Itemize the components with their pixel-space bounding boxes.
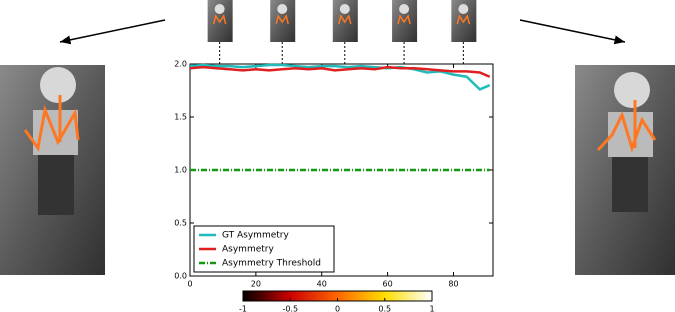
legend-label: GT Asymmetry bbox=[222, 231, 289, 241]
colorbar-tick-label: -0.5 bbox=[282, 305, 298, 312]
y-tick-label: 2.0 bbox=[174, 60, 187, 69]
thumbnail-head bbox=[458, 4, 469, 14]
thumbnail-head bbox=[214, 4, 225, 14]
legend-label: Asymmetry Threshold bbox=[222, 259, 321, 269]
thumbnail-head bbox=[277, 4, 288, 14]
thumbnail-pose bbox=[275, 14, 289, 25]
colorbar-tick-label: 0.5 bbox=[378, 305, 391, 312]
keyframe-thumbnail bbox=[332, 0, 358, 42]
keyframe-thumbnail bbox=[207, 0, 233, 42]
x-tick-label: 0 bbox=[187, 280, 192, 289]
colorbar-tick-label: 1 bbox=[429, 305, 434, 312]
legend-box bbox=[193, 225, 335, 273]
legend-label: Asymmetry bbox=[222, 245, 274, 255]
x-tick-label: 40 bbox=[317, 280, 327, 289]
thumbnail-pose bbox=[456, 14, 471, 25]
y-tick-label: 0.0 bbox=[174, 272, 187, 281]
series-line bbox=[189, 63, 491, 91]
colorbar-tick-label: -1 bbox=[239, 305, 247, 312]
thumbnail-head bbox=[399, 4, 410, 14]
x-tick-label: 80 bbox=[448, 280, 458, 289]
arrow bbox=[519, 19, 626, 45]
thumbnail-pose bbox=[338, 14, 352, 25]
thumbnail-pose bbox=[212, 14, 227, 25]
x-tick-label: 20 bbox=[251, 280, 261, 289]
keyframe-thumbnail bbox=[451, 0, 477, 42]
keyframe-thumbnail bbox=[270, 0, 296, 42]
arrow bbox=[59, 19, 166, 45]
thumbnail-head bbox=[339, 4, 350, 14]
left-photo bbox=[0, 65, 105, 275]
y-tick-label: 0.5 bbox=[174, 219, 187, 228]
right-photo bbox=[575, 65, 675, 275]
keyframe-thumbnail bbox=[392, 0, 418, 42]
y-tick-label: 1.5 bbox=[174, 113, 187, 122]
x-tick-label: 60 bbox=[383, 280, 393, 289]
colorbar-tick-label: 0 bbox=[335, 305, 340, 312]
y-tick-label: 1.0 bbox=[174, 166, 187, 175]
series-line bbox=[189, 65, 491, 78]
thumbnail-pose bbox=[397, 14, 411, 25]
